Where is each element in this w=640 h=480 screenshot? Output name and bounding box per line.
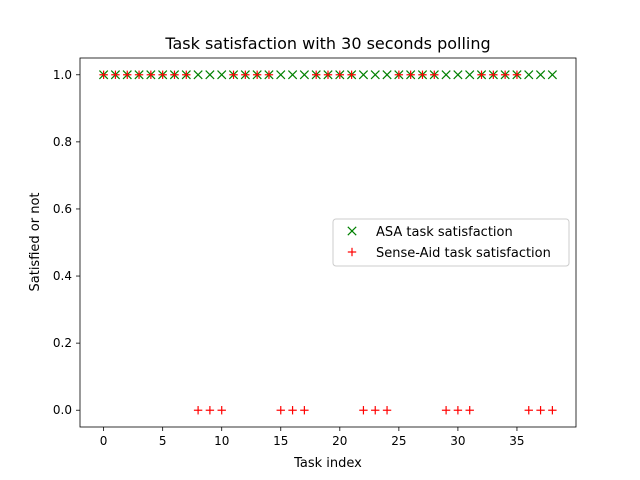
asa-point	[299, 70, 310, 80]
y-axis-label: Satisfied or not	[28, 193, 43, 292]
asa-point-stroke	[535, 70, 546, 80]
sense-aid-point	[465, 406, 474, 415]
legend-entry-label: ASA task satisfaction	[376, 225, 513, 240]
asa-point	[370, 70, 380, 80]
legend-entry-label: Sense-Aid task satisfaction	[376, 246, 551, 261]
sense-aid-point	[252, 70, 262, 79]
x-tick-label: 20	[332, 434, 347, 448]
y-tick-label: 0.2	[53, 336, 72, 350]
asa-point	[441, 70, 451, 80]
sense-aid-point	[524, 406, 533, 415]
asa-point-stroke	[370, 70, 380, 80]
sense-aid-point	[276, 406, 285, 415]
sense-aid-point	[146, 70, 156, 79]
asa-point-stroke	[217, 70, 227, 80]
asa-point-stroke	[299, 70, 310, 80]
asa-point	[193, 70, 203, 80]
sense-aid-point	[264, 70, 274, 79]
x-tick-label: 15	[273, 434, 288, 448]
y-tick-label: 0.6	[53, 202, 72, 216]
legend: ASA task satisfaction Sense-Aid task sati…	[332, 218, 570, 267]
legend-marker	[347, 247, 357, 257]
legend-marker-stroke	[347, 226, 357, 236]
sense-aid-point	[536, 406, 545, 415]
sense-aid-point	[512, 70, 522, 79]
sense-aid-point	[134, 70, 144, 79]
sense-aid-point	[441, 406, 451, 415]
asa-point-stroke	[358, 70, 369, 80]
sense-aid-point	[323, 70, 333, 79]
asa-point-stroke	[465, 70, 475, 80]
x-tick-label: 10	[214, 434, 229, 448]
sense-aid-point	[489, 70, 498, 79]
sense-aid-point	[170, 70, 179, 79]
asa-point	[205, 70, 215, 80]
asa-point-stroke	[524, 70, 534, 80]
asa-point	[465, 70, 475, 80]
asa-point	[547, 70, 558, 80]
x-tick-label: 25	[391, 434, 406, 448]
asa-point-stroke	[453, 70, 463, 80]
asa-point-stroke	[547, 70, 558, 80]
sense-aid-point	[311, 70, 321, 79]
y-tick-label: 0.8	[53, 135, 72, 149]
sense-aid-point	[347, 70, 356, 79]
sense-aid-point	[123, 70, 132, 79]
asa-point-stroke	[382, 70, 392, 80]
asa-point	[287, 70, 298, 80]
sense-aid-point	[182, 70, 191, 79]
legend-marker	[347, 226, 357, 236]
plot-frame	[79, 57, 577, 428]
sense-aid-point	[430, 70, 439, 79]
sense-aid-point	[158, 70, 167, 79]
x-tick-label: 35	[509, 434, 524, 448]
asa-point	[276, 70, 286, 80]
asa-point	[358, 70, 369, 80]
sense-aid-point	[193, 406, 203, 415]
asa-point-stroke	[441, 70, 451, 80]
sense-aid-point	[217, 406, 226, 415]
y-tick-label: 1.0	[53, 68, 72, 82]
sense-aid-point	[229, 70, 238, 79]
chart-title: Task satisfaction with 30 seconds pollin…	[164, 34, 490, 53]
sense-aid-point	[453, 406, 463, 415]
asa-point	[535, 70, 546, 80]
sense-aid-point	[300, 406, 309, 415]
sense-aid-point	[500, 70, 510, 79]
sense-aid-point	[382, 406, 392, 415]
asa-point-stroke	[276, 70, 286, 80]
asa-point	[217, 70, 227, 80]
sense-aid-point	[359, 406, 368, 415]
asa-point	[382, 70, 392, 80]
x-tick-label: 0	[100, 434, 108, 448]
sense-aid-point	[394, 70, 404, 79]
asa-point	[453, 70, 463, 80]
x-axis-label: Task index	[293, 456, 362, 471]
sense-aid-point	[548, 406, 557, 415]
asa-point-stroke	[287, 70, 298, 80]
sense-aid-point	[477, 70, 486, 79]
asa-point	[524, 70, 534, 80]
sense-aid-point	[288, 406, 297, 415]
asa-point-stroke	[205, 70, 215, 80]
y-tick-label: 0.4	[53, 269, 72, 283]
sense-aid-point	[335, 70, 345, 79]
sense-aid-point	[418, 70, 427, 79]
legend-box	[332, 218, 570, 267]
plot-area: 0 5 10 15 20 25 30 35 0.0 0.2 0.4 0.6 0.8 1.0	[53, 57, 577, 448]
x-tick-label: 5	[159, 434, 167, 448]
y-tick-label: 0.0	[53, 403, 72, 417]
sense-aid-point	[111, 70, 120, 79]
sense-aid-point	[371, 406, 380, 415]
sense-aid-point	[406, 70, 415, 79]
sense-aid-point	[99, 70, 108, 79]
asa-point-stroke	[193, 70, 203, 80]
sense-aid-point	[241, 70, 250, 79]
sense-aid-point	[205, 406, 215, 415]
x-tick-label: 30	[450, 434, 465, 448]
